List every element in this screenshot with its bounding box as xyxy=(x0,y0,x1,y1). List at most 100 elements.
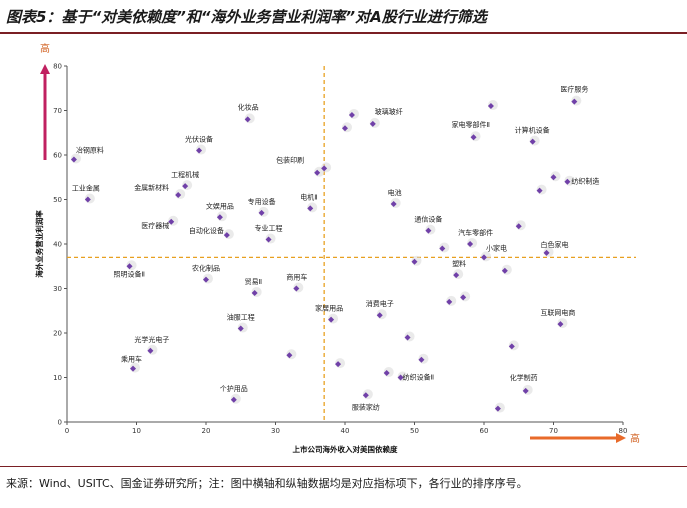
point-label: 汽车零部件 xyxy=(458,228,493,237)
y-high-arrowhead xyxy=(40,64,50,74)
data-point xyxy=(147,347,154,354)
y-tick-label: 10 xyxy=(53,374,62,382)
data-point xyxy=(265,236,272,243)
x-tick-label: 0 xyxy=(65,427,69,435)
x-tick-label: 50 xyxy=(410,427,419,435)
x-tick-label: 70 xyxy=(549,427,558,435)
x-tick-label: 60 xyxy=(480,427,489,435)
data-point xyxy=(571,98,578,105)
point-label: 家居用品 xyxy=(315,304,343,313)
data-point xyxy=(216,214,223,221)
data-point xyxy=(230,396,237,403)
y-axis-title: 海外业务营业利润率 xyxy=(34,210,44,278)
data-point xyxy=(196,147,203,154)
x-tick-label: 10 xyxy=(132,427,141,435)
point-label: 工业金属 xyxy=(72,184,100,193)
y-tick-label: 30 xyxy=(53,285,62,293)
y-tick-label: 50 xyxy=(53,196,62,204)
data-point xyxy=(515,223,522,230)
data-point xyxy=(522,387,529,394)
point-label: 塑料 xyxy=(452,259,466,268)
data-point xyxy=(425,227,432,234)
point-label: 化学制药 xyxy=(510,373,538,382)
point-label: 医疗服务 xyxy=(560,85,588,94)
data-point xyxy=(286,352,293,359)
data-point xyxy=(390,200,397,207)
point-label: 农化制品 xyxy=(192,264,220,273)
point-label: 电池 xyxy=(388,188,402,197)
y-high-label: 高 xyxy=(40,42,50,55)
data-point xyxy=(446,298,453,305)
data-point xyxy=(508,343,515,350)
point-label: 贸易Ⅱ xyxy=(245,277,262,286)
data-point xyxy=(335,361,342,368)
point-label: 玻璃玻纤 xyxy=(375,107,403,116)
y-tick-label: 80 xyxy=(53,63,62,71)
data-point xyxy=(251,289,258,296)
point-label: 冶钢原料 xyxy=(76,145,104,154)
data-point xyxy=(529,138,536,145)
data-point xyxy=(404,334,411,341)
point-label: 小家电 xyxy=(486,243,507,252)
data-point xyxy=(383,370,390,377)
data-point xyxy=(411,258,418,265)
data-point xyxy=(501,267,508,274)
data-point xyxy=(126,263,133,270)
point-label: 化妆品 xyxy=(238,102,259,111)
data-point xyxy=(175,192,182,199)
data-point xyxy=(293,285,300,292)
point-label: 计算机设备 xyxy=(515,126,550,135)
data-point xyxy=(481,254,487,261)
point-label: 自动化设备 xyxy=(189,226,224,235)
data-point xyxy=(369,120,376,127)
data-point xyxy=(550,174,557,181)
data-point xyxy=(397,374,404,381)
data-point xyxy=(258,209,265,216)
point-label: 专用设备 xyxy=(248,197,276,206)
x-high-label: 高 xyxy=(630,432,640,445)
data-point xyxy=(376,312,383,319)
footer-rule xyxy=(0,466,687,467)
data-point xyxy=(453,272,460,279)
x-tick-label: 30 xyxy=(271,427,280,435)
data-point xyxy=(130,365,137,372)
data-point xyxy=(460,294,467,301)
data-point xyxy=(439,245,446,252)
point-label: 消费电子 xyxy=(366,299,394,308)
point-label: 纺织设备Ⅱ xyxy=(403,373,434,382)
point-label: 包装印刷 xyxy=(276,155,304,164)
point-label: 服装家纺 xyxy=(352,402,380,411)
point-label: 个护用品 xyxy=(220,384,248,393)
y-tick-label: 60 xyxy=(53,152,62,160)
x-axis-title: 上市公司海外收入对美国依赖度 xyxy=(293,444,398,454)
point-label: 通信设备 xyxy=(414,215,442,224)
data-point xyxy=(348,111,355,118)
data-point xyxy=(203,276,209,283)
scatter-chart: 0 10 20 30 40 50 60 70 80 0 10 20 30 40 50 60 70 80 上市公司海外… xyxy=(34,42,640,454)
data-point xyxy=(237,325,244,332)
x-tick-label: 20 xyxy=(202,427,211,435)
data-point xyxy=(342,125,348,132)
point-label: 金属新材料 xyxy=(134,183,169,192)
x-tick-label: 40 xyxy=(341,427,350,435)
data-point xyxy=(182,183,189,190)
point-label: 光学光电子 xyxy=(134,335,169,344)
point-label: 商用车 xyxy=(286,273,307,282)
reference-lines xyxy=(67,66,636,422)
point-label: 专业工程 xyxy=(255,224,283,233)
data-point xyxy=(362,392,369,399)
data-point xyxy=(84,196,91,203)
point-label: 互联网电商 xyxy=(540,308,575,317)
point-label: 电机Ⅱ xyxy=(300,192,317,201)
figure-title: 图表5：基于“对美依赖度”和“海外业务营业利润率”对A股行业进行筛选 xyxy=(6,8,487,26)
data-points xyxy=(70,95,582,413)
title-rule xyxy=(0,32,687,34)
point-label: 文娱用品 xyxy=(206,201,234,210)
data-point xyxy=(307,205,314,212)
data-point xyxy=(328,316,335,323)
point-label: 照明设备Ⅱ xyxy=(114,269,145,278)
data-point xyxy=(223,232,230,239)
data-point xyxy=(536,187,543,194)
data-point xyxy=(557,321,564,328)
